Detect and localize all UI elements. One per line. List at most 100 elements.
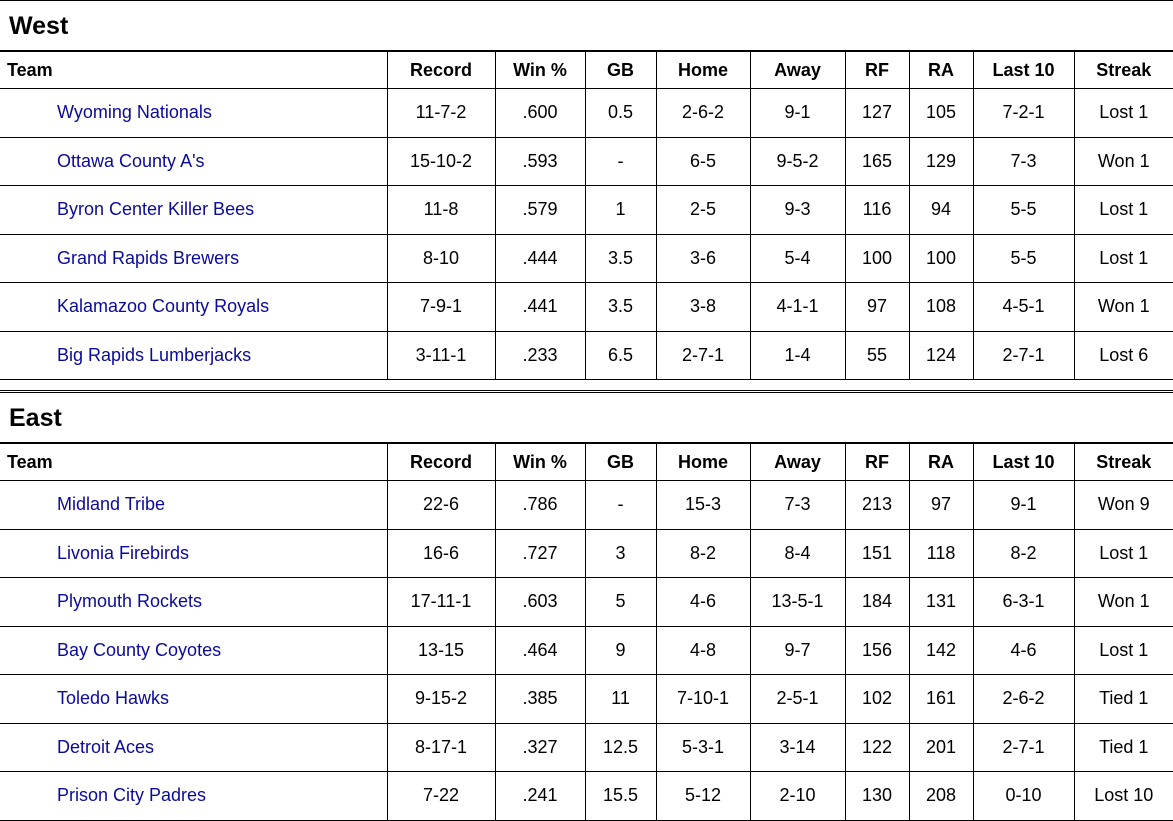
cell-record: 13-15 <box>387 626 496 675</box>
cell-last-10: 7-3 <box>973 137 1075 186</box>
table-header-row: Team Record Win % GB Home Away RF RA Last 10 Stre… <box>0 52 1173 89</box>
cell-win-pct: .233 <box>495 331 586 380</box>
column-header-gb: GB <box>585 52 657 89</box>
team-link[interactable]: Big Rapids Lumberjacks <box>57 344 252 365</box>
team-link[interactable]: Grand Rapids Brewers <box>57 247 240 268</box>
cell-gb: 3.5 <box>585 282 657 332</box>
column-header-home: Home <box>656 52 751 89</box>
table-row: Big Rapids Lumberjacks 3-11-1.233 6.5 2-7-1… <box>0 331 1173 380</box>
column-header-record: Record <box>387 52 496 89</box>
cell-gb: - <box>585 480 657 530</box>
cell-home: 8-2 <box>656 529 751 578</box>
section-divider <box>0 380 1173 391</box>
cell-ra: 108 <box>909 282 974 332</box>
team-link[interactable]: Kalamazoo County Royals <box>57 296 270 317</box>
cell-team: Kalamazoo County Royals <box>0 282 388 332</box>
team-link[interactable]: Ottawa County A's <box>57 150 205 171</box>
table-row: Detroit Aces 8-17-1.327 12.5 5-3-1 3-14 122 20… <box>0 723 1173 772</box>
cell-home: 2-6-2 <box>656 88 751 138</box>
column-header-ra: RA <box>909 52 974 89</box>
team-link[interactable]: Prison City Padres <box>57 785 207 806</box>
cell-team: Toledo Hawks <box>0 674 388 724</box>
cell-rf: 165 <box>845 137 910 186</box>
cell-away: 9-7 <box>750 626 846 675</box>
cell-gb: - <box>585 137 657 186</box>
cell-win-pct: .603 <box>495 577 586 627</box>
cell-team: Livonia Firebirds <box>0 529 388 578</box>
cell-record: 7-9-1 <box>387 282 496 332</box>
cell-rf: 213 <box>845 480 910 530</box>
cell-streak: Won 1 <box>1074 137 1173 186</box>
cell-home: 4-8 <box>656 626 751 675</box>
table-row: Wyoming Nationals 11-7-2.600 0.5 2-6-2 9-1 12… <box>0 88 1173 138</box>
division-header: East <box>0 392 1173 444</box>
cell-streak: Won 9 <box>1074 480 1173 530</box>
cell-last-10: 8-2 <box>973 529 1075 578</box>
table-header-row: Team Record Win % GB Home Away RF RA Last 10 Stre… <box>0 444 1173 481</box>
cell-ra: 142 <box>909 626 974 675</box>
column-header-win-pct: Win % <box>495 52 586 89</box>
cell-last-10: 7-2-1 <box>973 88 1075 138</box>
column-header-away: Away <box>750 444 846 481</box>
cell-rf: 130 <box>845 771 910 821</box>
cell-record: 3-11-1 <box>387 331 496 380</box>
cell-gb: 5 <box>585 577 657 627</box>
cell-streak: Lost 1 <box>1074 88 1173 138</box>
cell-win-pct: .444 <box>495 234 586 283</box>
column-header-record: Record <box>387 444 496 481</box>
team-link[interactable]: Detroit Aces <box>57 736 155 757</box>
cell-last-10: 9-1 <box>973 480 1075 530</box>
cell-gb: 6.5 <box>585 331 657 380</box>
cell-rf: 122 <box>845 723 910 772</box>
cell-record: 8-10 <box>387 234 496 283</box>
cell-gb: 12.5 <box>585 723 657 772</box>
cell-gb: 9 <box>585 626 657 675</box>
team-link[interactable]: Midland Tribe <box>57 494 166 515</box>
cell-streak: Lost 1 <box>1074 626 1173 675</box>
team-link[interactable]: Plymouth Rockets <box>57 591 203 612</box>
team-link[interactable]: Toledo Hawks <box>57 688 170 709</box>
cell-rf: 102 <box>845 674 910 724</box>
cell-team: Detroit Aces <box>0 723 388 772</box>
cell-win-pct: .579 <box>495 185 586 235</box>
cell-record: 22-6 <box>387 480 496 530</box>
cell-home: 3-8 <box>656 282 751 332</box>
column-header-last-10: Last 10 <box>973 52 1075 89</box>
cell-gb: 3 <box>585 529 657 578</box>
cell-rf: 184 <box>845 577 910 627</box>
cell-home: 6-5 <box>656 137 751 186</box>
team-link[interactable]: Byron Center Killer Bees <box>57 199 255 220</box>
cell-ra: 129 <box>909 137 974 186</box>
cell-record: 8-17-1 <box>387 723 496 772</box>
cell-last-10: 5-5 <box>973 185 1075 235</box>
division-west: West Team Record Win % GB Home Away RF RA Last 10… <box>0 0 1173 391</box>
cell-away: 5-4 <box>750 234 846 283</box>
cell-rf: 127 <box>845 88 910 138</box>
cell-rf: 100 <box>845 234 910 283</box>
cell-away: 9-3 <box>750 185 846 235</box>
team-link[interactable]: Wyoming Nationals <box>57 102 212 123</box>
cell-last-10: 4-6 <box>973 626 1075 675</box>
cell-record: 9-15-2 <box>387 674 496 724</box>
cell-gb: 0.5 <box>585 88 657 138</box>
column-header-rf: RF <box>845 444 910 481</box>
column-header-rf: RF <box>845 52 910 89</box>
cell-ra: 105 <box>909 88 974 138</box>
column-header-last-10: Last 10 <box>973 444 1075 481</box>
cell-streak: Lost 1 <box>1074 185 1173 235</box>
cell-record: 15-10-2 <box>387 137 496 186</box>
table-row: Ottawa County A's 15-10-2.593-6-5 9-5-2 165… <box>0 137 1173 186</box>
column-header-team: Team <box>0 444 388 481</box>
team-link[interactable]: Bay County Coyotes <box>57 639 222 660</box>
table-row: Grand Rapids Brewers 8-10.444 3.5 3-6 5-4 100… <box>0 234 1173 283</box>
team-link[interactable]: Livonia Firebirds <box>57 542 190 563</box>
table-row: Midland Tribe 22-6.786-15-3 7-3 213 97 9-1 Won… <box>0 480 1173 530</box>
division-title: East <box>9 404 62 432</box>
column-header-win-pct: Win % <box>495 444 586 481</box>
cell-home: 3-6 <box>656 234 751 283</box>
cell-record: 11-8 <box>387 185 496 235</box>
cell-team: Wyoming Nationals <box>0 88 388 138</box>
cell-team: Grand Rapids Brewers <box>0 234 388 283</box>
cell-ra: 124 <box>909 331 974 380</box>
column-header-gb: GB <box>585 444 657 481</box>
